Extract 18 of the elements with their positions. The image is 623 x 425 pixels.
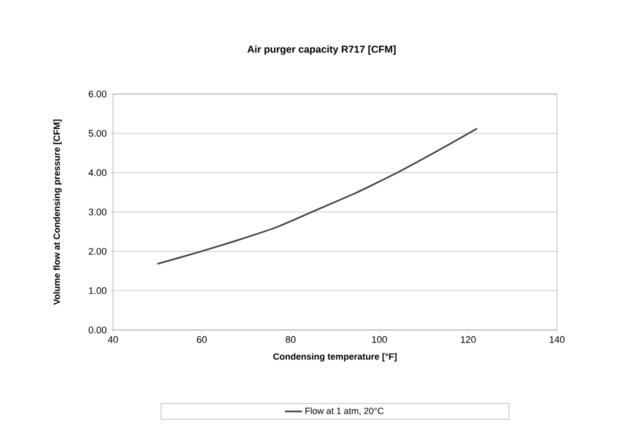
x-tick-label: 60 bbox=[197, 336, 207, 343]
y-tick-label: 3.00 bbox=[88, 208, 106, 216]
y-tick-label: 0.00 bbox=[88, 326, 106, 334]
x-tick-label: 120 bbox=[460, 336, 476, 343]
y-axis-title: Volume flow at Condensing pressure [CFM] bbox=[53, 120, 62, 305]
x-tick-label: 40 bbox=[108, 336, 118, 343]
line-series bbox=[156, 128, 478, 265]
x-tick-label: 140 bbox=[550, 336, 565, 343]
chart-title: Air purger capacity R717 [CFM] bbox=[247, 45, 396, 55]
y-tick-label: 1.00 bbox=[89, 287, 106, 294]
y-tick-label: 4.00 bbox=[88, 169, 106, 176]
y-tick-label: 6.00 bbox=[88, 90, 106, 98]
y-tick-label: 2.00 bbox=[88, 248, 106, 255]
x-tick-label: 100 bbox=[372, 336, 387, 343]
x-axis-title: Condensing temperature [°F] bbox=[273, 353, 397, 362]
legend-label: Flow at 1 atm, 20°C bbox=[306, 407, 384, 416]
y-tick-label: 5.00 bbox=[88, 130, 106, 137]
x-tick-label: 80 bbox=[286, 336, 296, 343]
